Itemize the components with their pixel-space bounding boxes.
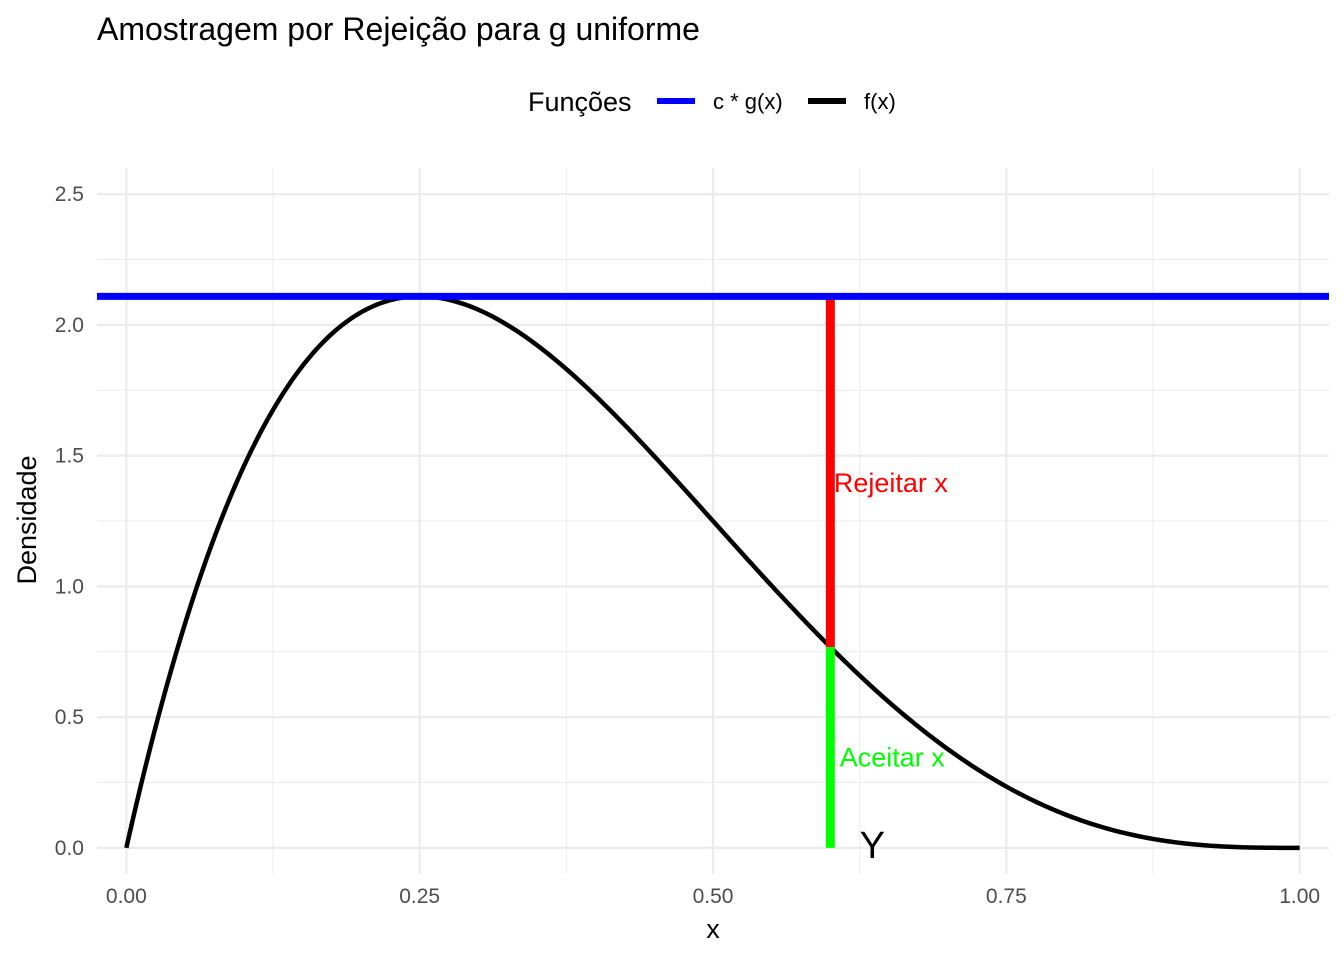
y-tick-label: 0.0 [55,837,84,860]
plot-marks [97,292,1329,851]
y-tick-label: 1.5 [55,445,84,468]
y-axis-ticks: 0.0 0.5 1.0 1.5 2.0 2.5 [55,183,84,860]
annotation-aceitar: Aceitar x [840,742,946,772]
legend-label-cg: c * g(x) [713,89,783,114]
x-tick-label: 0.00 [106,885,147,908]
legend-title: Funções [528,87,632,117]
x-tick-label: 0.50 [693,885,734,908]
y-tick-label: 2.5 [55,183,84,206]
annotation-rejeitar: Rejeitar x [834,468,949,498]
x-tick-label: 1.00 [1279,885,1320,908]
annotations: Rejeitar x Aceitar x Y [834,468,949,867]
chart-title: Amostragem por Rejeição para g uniforme [97,11,700,47]
y-axis-title: Densidade [12,455,42,584]
legend: Funções c * g(x) f(x) [528,87,896,117]
series-line-f [124,294,1300,851]
x-axis-ticks: 0.00 0.25 0.50 0.75 1.00 [106,885,1320,908]
y-tick-label: 2.0 [55,314,84,337]
y-tick-label: 0.5 [55,706,84,729]
annotation-y: Y [860,825,885,867]
x-tick-label: 0.75 [986,885,1027,908]
x-tick-label: 0.25 [399,885,440,908]
y-tick-label: 1.0 [55,575,84,598]
x-axis-title: x [706,914,720,944]
legend-label-f: f(x) [864,89,896,114]
